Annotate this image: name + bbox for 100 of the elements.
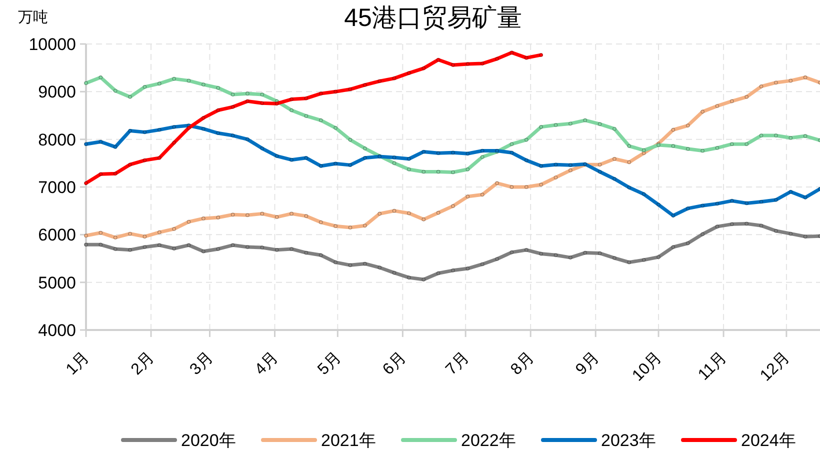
x-tick-label: 8月	[508, 348, 538, 378]
point	[348, 263, 352, 268]
point	[158, 156, 162, 160]
point	[466, 167, 470, 172]
point	[113, 247, 118, 251]
point	[334, 126, 338, 130]
x-tick-label: 2月	[128, 348, 158, 378]
point	[304, 96, 308, 100]
point	[98, 242, 103, 247]
point	[495, 181, 499, 186]
point	[612, 256, 616, 260]
point	[759, 224, 764, 228]
point	[539, 164, 543, 168]
point	[363, 83, 367, 87]
y-tick-label: 4000	[38, 321, 76, 340]
point	[172, 227, 176, 231]
point	[113, 145, 118, 149]
point	[142, 158, 147, 162]
x-tick-label: 6月	[380, 348, 410, 378]
point	[451, 63, 455, 67]
point	[186, 220, 191, 224]
point	[715, 202, 720, 206]
point	[186, 78, 191, 83]
point	[202, 82, 206, 86]
point	[186, 243, 191, 248]
point	[128, 248, 132, 252]
point	[318, 92, 323, 96]
point	[113, 88, 118, 93]
point	[803, 196, 808, 200]
point	[788, 232, 793, 236]
point	[510, 185, 514, 189]
point	[480, 192, 484, 197]
y-tick-label: 10000	[28, 35, 76, 54]
point	[774, 80, 778, 85]
legend-label: 2021年	[321, 431, 376, 450]
x-tick-label: 9月	[572, 348, 602, 378]
point	[598, 170, 602, 174]
point	[230, 105, 235, 109]
point	[451, 170, 455, 174]
point	[142, 85, 147, 89]
point	[158, 230, 162, 234]
point	[730, 198, 734, 203]
point	[392, 161, 396, 166]
point	[612, 176, 616, 181]
point	[318, 118, 323, 122]
point	[554, 162, 558, 166]
point	[230, 212, 235, 217]
point	[260, 246, 264, 250]
x-tick-label: 10月	[629, 348, 666, 385]
point	[730, 142, 734, 146]
point	[202, 116, 206, 120]
point	[172, 76, 176, 81]
point	[788, 190, 793, 194]
point	[186, 126, 191, 130]
point	[466, 266, 470, 270]
point	[392, 76, 396, 80]
point	[803, 134, 808, 138]
x-tick-label: 1月	[63, 348, 93, 378]
point	[407, 167, 411, 172]
point	[246, 213, 250, 218]
point	[436, 271, 440, 276]
point	[480, 62, 484, 66]
point	[290, 158, 294, 162]
point	[686, 206, 690, 210]
point	[304, 114, 308, 118]
point	[554, 176, 558, 180]
point	[510, 50, 514, 54]
point	[422, 170, 426, 174]
point	[260, 92, 264, 96]
point	[715, 146, 720, 150]
point	[246, 99, 250, 104]
point	[216, 108, 220, 112]
point	[510, 150, 514, 155]
point	[216, 131, 220, 136]
point	[759, 200, 764, 204]
point	[422, 218, 426, 222]
point	[436, 210, 440, 215]
point	[436, 170, 440, 174]
point	[788, 136, 793, 140]
point	[84, 242, 88, 247]
point	[407, 211, 411, 216]
point	[246, 245, 250, 249]
point	[378, 212, 382, 216]
point	[378, 266, 382, 270]
point	[774, 134, 778, 138]
point	[598, 162, 602, 166]
point	[422, 66, 426, 70]
point	[230, 134, 235, 138]
point	[348, 163, 352, 167]
point	[392, 156, 396, 160]
point	[671, 214, 676, 218]
point	[290, 247, 294, 251]
point	[274, 248, 279, 252]
point	[436, 151, 440, 156]
point	[84, 81, 88, 85]
point	[407, 71, 411, 75]
legend-label: 2023年	[601, 431, 656, 450]
point	[554, 253, 558, 258]
point	[128, 162, 132, 166]
point	[656, 255, 660, 259]
